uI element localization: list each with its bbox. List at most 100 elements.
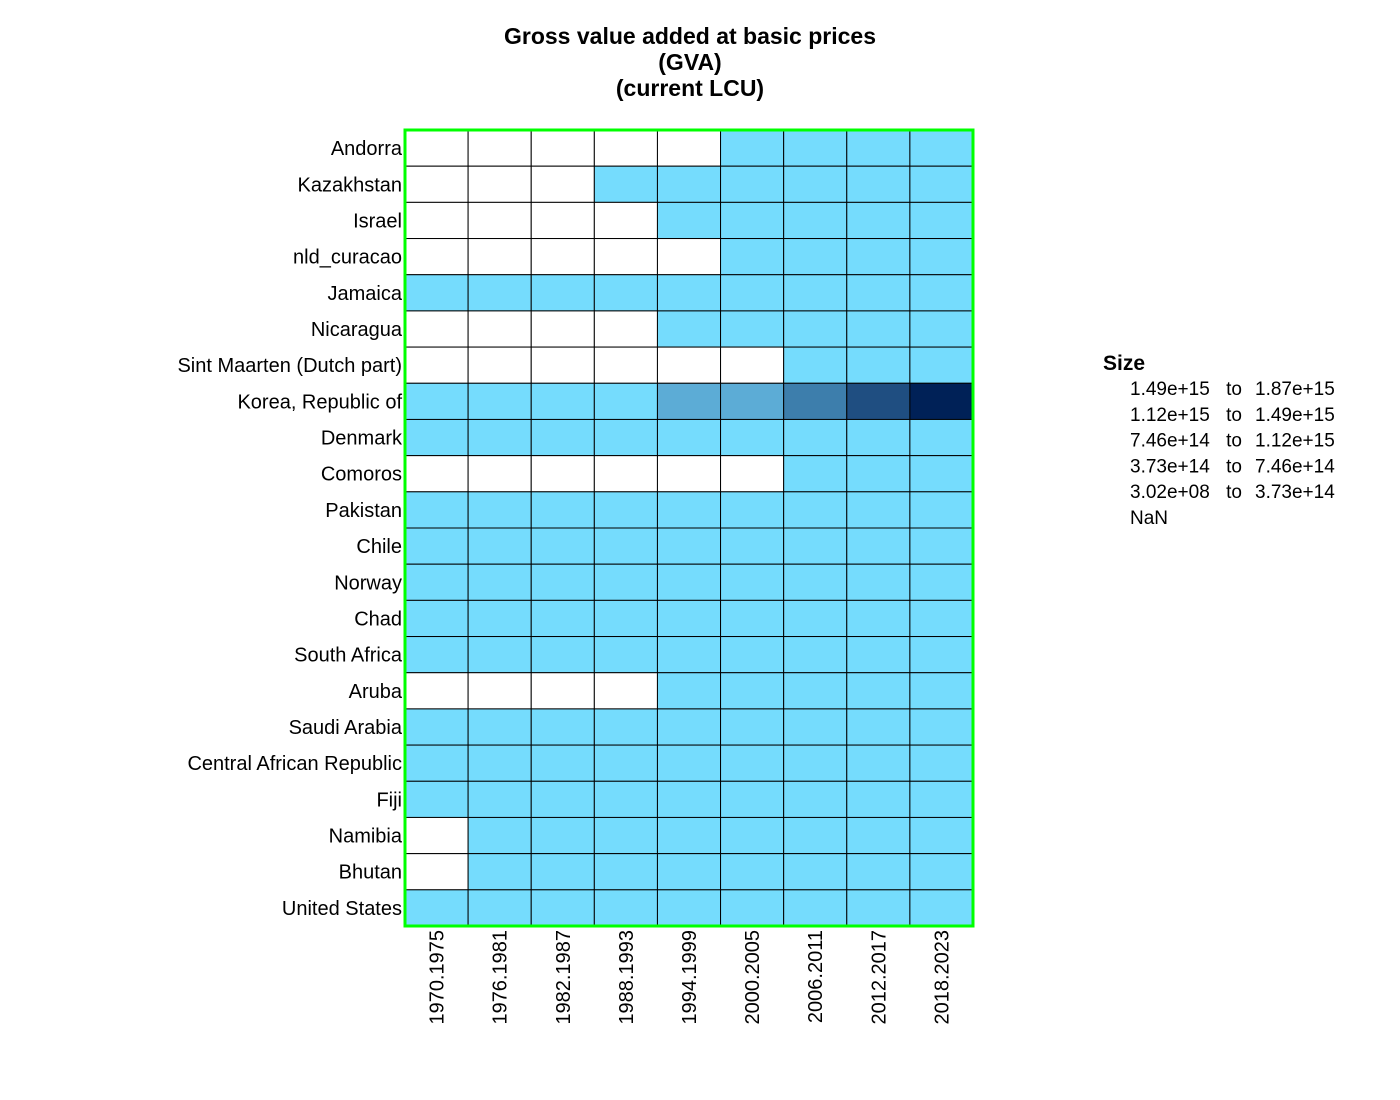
y-tick-label: Namibia [329, 826, 403, 848]
legend-bin-to: 7.46e+14 [1255, 456, 1335, 477]
heatmap-cell [404, 346, 469, 384]
heatmap-cell [467, 636, 532, 674]
heatmap-cell [656, 744, 722, 782]
heatmap-cell [783, 853, 848, 891]
chart-title-line-3: (current LCU) [616, 75, 764, 101]
heatmap-cell [467, 310, 532, 348]
heatmap-cell [656, 563, 722, 601]
plot-border [403, 128, 975, 928]
heatmap-cell [720, 274, 785, 312]
chart-title-line-2: (GVA) [658, 49, 721, 75]
heatmap-cell [593, 780, 658, 818]
heatmap-cell [593, 563, 658, 601]
heatmap-cell [530, 853, 595, 891]
legend-bin-to: 1.87e+15 [1255, 379, 1335, 400]
y-tick-label: Andorra [331, 138, 403, 160]
heatmap-cell [530, 636, 595, 674]
heatmap-cell [593, 853, 658, 891]
heatmap-cell [530, 346, 595, 384]
heatmap-cell [909, 274, 974, 312]
heatmap-cell [530, 491, 595, 529]
y-tick-label: Sint Maarten (Dutch part) [177, 355, 402, 377]
heatmap-cell [593, 599, 658, 638]
heatmap-cell [530, 455, 595, 493]
heatmap-cell [720, 201, 785, 240]
heatmap-cell [467, 816, 532, 855]
heatmap-cell [530, 672, 595, 710]
heatmap-cell [909, 201, 974, 240]
heatmap-cell [530, 129, 595, 167]
heatmap-cell [467, 527, 532, 565]
heatmap-cell [783, 346, 848, 384]
heatmap-cell [593, 708, 658, 746]
legend-bin-from: 1.12e+15 [1130, 405, 1210, 426]
heatmap-cell [656, 853, 722, 891]
heatmap-cell [783, 816, 848, 855]
y-tick-label: Saudi Arabia [289, 717, 403, 739]
y-tick-label: Korea, Republic of [237, 391, 402, 413]
heatmap-cell [720, 418, 785, 457]
heatmap-cell [404, 853, 469, 891]
heatmap-cell [530, 382, 595, 420]
heatmap-cell [783, 599, 848, 638]
heatmap-cell [467, 853, 532, 891]
heatmap-cell [593, 129, 658, 167]
heatmap-cell [467, 599, 532, 638]
heatmap-cell [909, 889, 974, 927]
heatmap-cell [593, 382, 658, 420]
heatmap-cell [846, 310, 911, 348]
heatmap-cell [720, 165, 785, 203]
x-tick-label: 2012.2017 [868, 930, 890, 1025]
x-axis-labels: 1970.1975 1976.1981 1982.1987 1988.1993 1994… [427, 930, 954, 1025]
heatmap-cell [404, 274, 469, 312]
y-tick-label: Fiji [376, 789, 402, 811]
heatmap-cell [530, 201, 595, 240]
heatmap-cell [909, 418, 974, 457]
x-tick-label: 2000.2005 [742, 930, 764, 1025]
heatmap-cell [846, 744, 911, 782]
heatmap-cell [720, 527, 785, 565]
heatmap-cell [530, 780, 595, 818]
heatmap-cell [467, 672, 532, 710]
heatmap-cell [404, 889, 469, 927]
y-tick-label: Central African Republic [187, 753, 402, 775]
legend-bin-from: 3.02e+08 [1130, 482, 1210, 503]
x-tick-label: 1970.1975 [427, 930, 449, 1025]
heatmap-cell [909, 382, 974, 420]
heatmap-cell [530, 708, 595, 746]
legend-bin-sep: to [1226, 379, 1242, 400]
heatmap-cell [720, 238, 785, 276]
heatmap-cell [530, 274, 595, 312]
heatmap-cell [467, 744, 532, 782]
heatmap-cell [530, 563, 595, 601]
legend-bin-to: 1.49e+15 [1255, 405, 1335, 426]
heatmap-cell [656, 274, 722, 312]
heatmap-cell [656, 418, 722, 457]
heatmap-cell [846, 853, 911, 891]
heatmap-cell [467, 346, 532, 384]
x-tick-label: 2018.2023 [931, 930, 953, 1025]
heatmap-cell [593, 418, 658, 457]
heatmap-cell [530, 310, 595, 348]
heatmap-cell [593, 165, 658, 203]
heatmap-cell [720, 455, 785, 493]
chart-title: Gross value added at basic prices (GVA) … [504, 23, 876, 101]
heatmap-cell [909, 455, 974, 493]
y-tick-label: Chile [356, 536, 402, 558]
heatmap-cell [593, 310, 658, 348]
y-tick-label: Denmark [321, 428, 403, 450]
heatmap-cell [404, 672, 469, 710]
heatmap-cell [909, 527, 974, 565]
heatmap-cell [783, 708, 848, 746]
heatmap-cell [846, 346, 911, 384]
heatmap-cell [404, 491, 469, 529]
heatmap-cell [467, 129, 532, 167]
heatmap-cell [846, 889, 911, 927]
heatmap-cell [720, 780, 785, 818]
heatmap-cell [720, 816, 785, 855]
legend-bin-sep: to [1226, 405, 1242, 426]
heatmap-cell [656, 238, 722, 276]
x-tick-label: 1976.1981 [490, 930, 512, 1025]
heatmap-cell [467, 889, 532, 927]
